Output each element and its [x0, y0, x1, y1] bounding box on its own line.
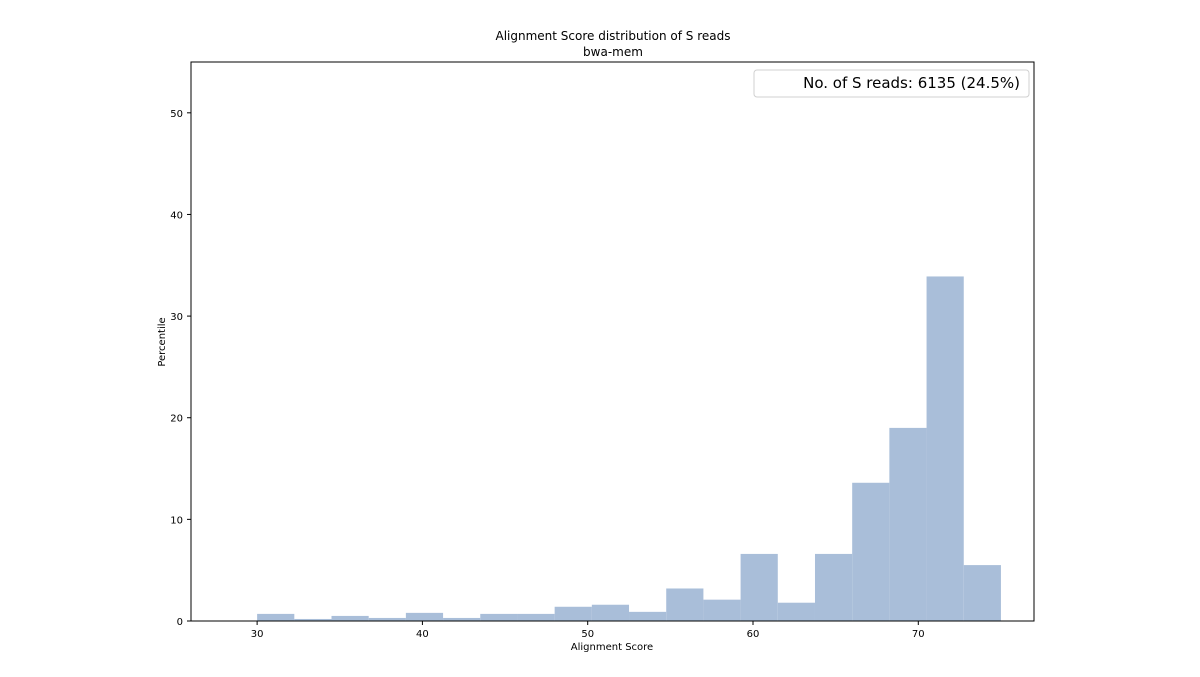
histogram-bar	[294, 618, 332, 621]
histogram-bar	[963, 565, 1001, 621]
x-axis-label: Alignment Score	[571, 642, 653, 653]
plot-area-frame	[190, 61, 1035, 622]
histogram-bar	[480, 613, 518, 621]
y-tick-label: 30	[170, 312, 183, 323]
x-tick-label: 50	[581, 629, 594, 640]
histogram-bar	[629, 611, 667, 621]
histogram-bar	[703, 599, 741, 621]
x-tick-label: 30	[251, 629, 264, 640]
legend-box	[753, 69, 1030, 98]
y-tick-label: 50	[170, 109, 183, 120]
histogram-bar	[554, 606, 592, 621]
chart-title: Alignment Score distribution of S reads	[495, 29, 730, 43]
histogram-bar	[517, 613, 555, 621]
y-tick-label: 0	[177, 617, 183, 628]
histogram-bar	[889, 427, 927, 621]
histogram-bar	[405, 612, 444, 621]
histogram-bar	[740, 553, 778, 621]
histogram-bar	[368, 617, 406, 621]
y-tick-label: 40	[170, 210, 183, 221]
histogram-bar	[814, 553, 853, 621]
chart-subtitle: bwa-mem	[583, 45, 643, 59]
y-axis-ticks: 0 10 20 30 40 50	[170, 109, 191, 628]
histogram-bar	[443, 617, 481, 621]
histogram-bar	[331, 615, 369, 621]
y-axis-label: Percentile	[157, 317, 168, 366]
histogram-bar	[852, 482, 890, 621]
x-tick-label: 40	[416, 629, 429, 640]
histogram-bar	[926, 276, 964, 621]
histogram-bar	[257, 613, 295, 621]
y-tick-label: 10	[170, 515, 183, 526]
y-tick-label: 20	[170, 414, 183, 425]
x-axis-ticks: 30 40 50 60 70	[251, 621, 925, 640]
x-tick-label: 70	[912, 629, 925, 640]
legend-text: No. of S reads: 6135 (24.5%)	[803, 74, 1020, 92]
bars-group	[257, 276, 1001, 621]
x-tick-label: 60	[747, 629, 760, 640]
histogram-bar	[666, 588, 704, 621]
histogram-bar	[591, 604, 630, 621]
histogram-bar	[777, 602, 815, 621]
legend: No. of S reads: 6135 (24.5%)	[753, 69, 1030, 98]
